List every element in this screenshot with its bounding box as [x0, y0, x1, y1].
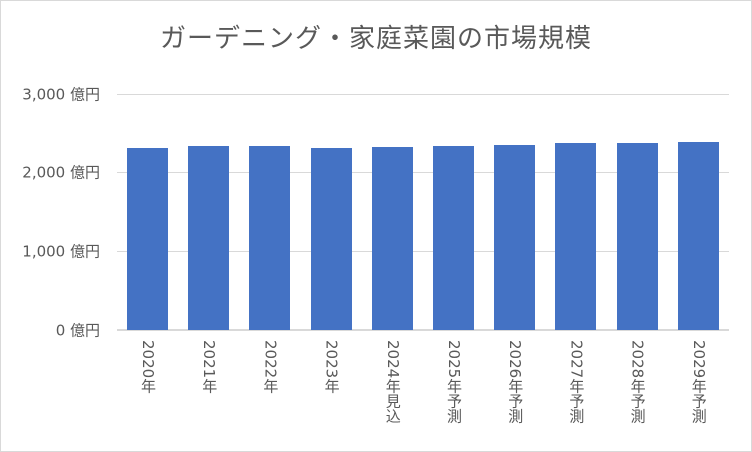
- y-tick-label: 0 億円: [55, 321, 100, 340]
- chart-title: ガーデニング・家庭菜園の市場規模: [159, 24, 592, 54]
- bar: [188, 145, 230, 330]
- y-tick-label: 1,000 億円: [22, 242, 100, 261]
- y-tick-label: 3,000 億円: [22, 85, 100, 104]
- x-tick-label: 2023年: [322, 340, 341, 394]
- x-tick-label: 2028年予測: [628, 340, 647, 424]
- gridline-3000: [117, 94, 729, 95]
- x-tick-label: 2029年予測: [689, 340, 708, 424]
- bar: [127, 147, 168, 330]
- bar: [249, 145, 291, 330]
- bar: [371, 147, 413, 330]
- gridline-1000: [117, 251, 729, 252]
- x-tick-label: 2026年予測: [506, 340, 525, 424]
- bar: [555, 143, 597, 330]
- bar: [616, 143, 658, 330]
- x-tick-label: 2022年: [261, 340, 280, 394]
- bar: [494, 145, 536, 330]
- x-tick-label: 2027年予測: [567, 340, 586, 424]
- x-tick-label: 2021年: [200, 340, 219, 394]
- bar: [310, 147, 352, 330]
- x-tick-label: 2020年: [139, 340, 157, 394]
- x-axis-line: [117, 329, 729, 331]
- bar: [677, 142, 719, 330]
- y-tick-label: 2,000 億円: [22, 163, 100, 182]
- gridline-2000: [117, 172, 729, 173]
- bar: [433, 145, 474, 330]
- x-tick-label: 2025年予測: [445, 340, 463, 424]
- x-tick-label: 2024年見込: [383, 340, 402, 424]
